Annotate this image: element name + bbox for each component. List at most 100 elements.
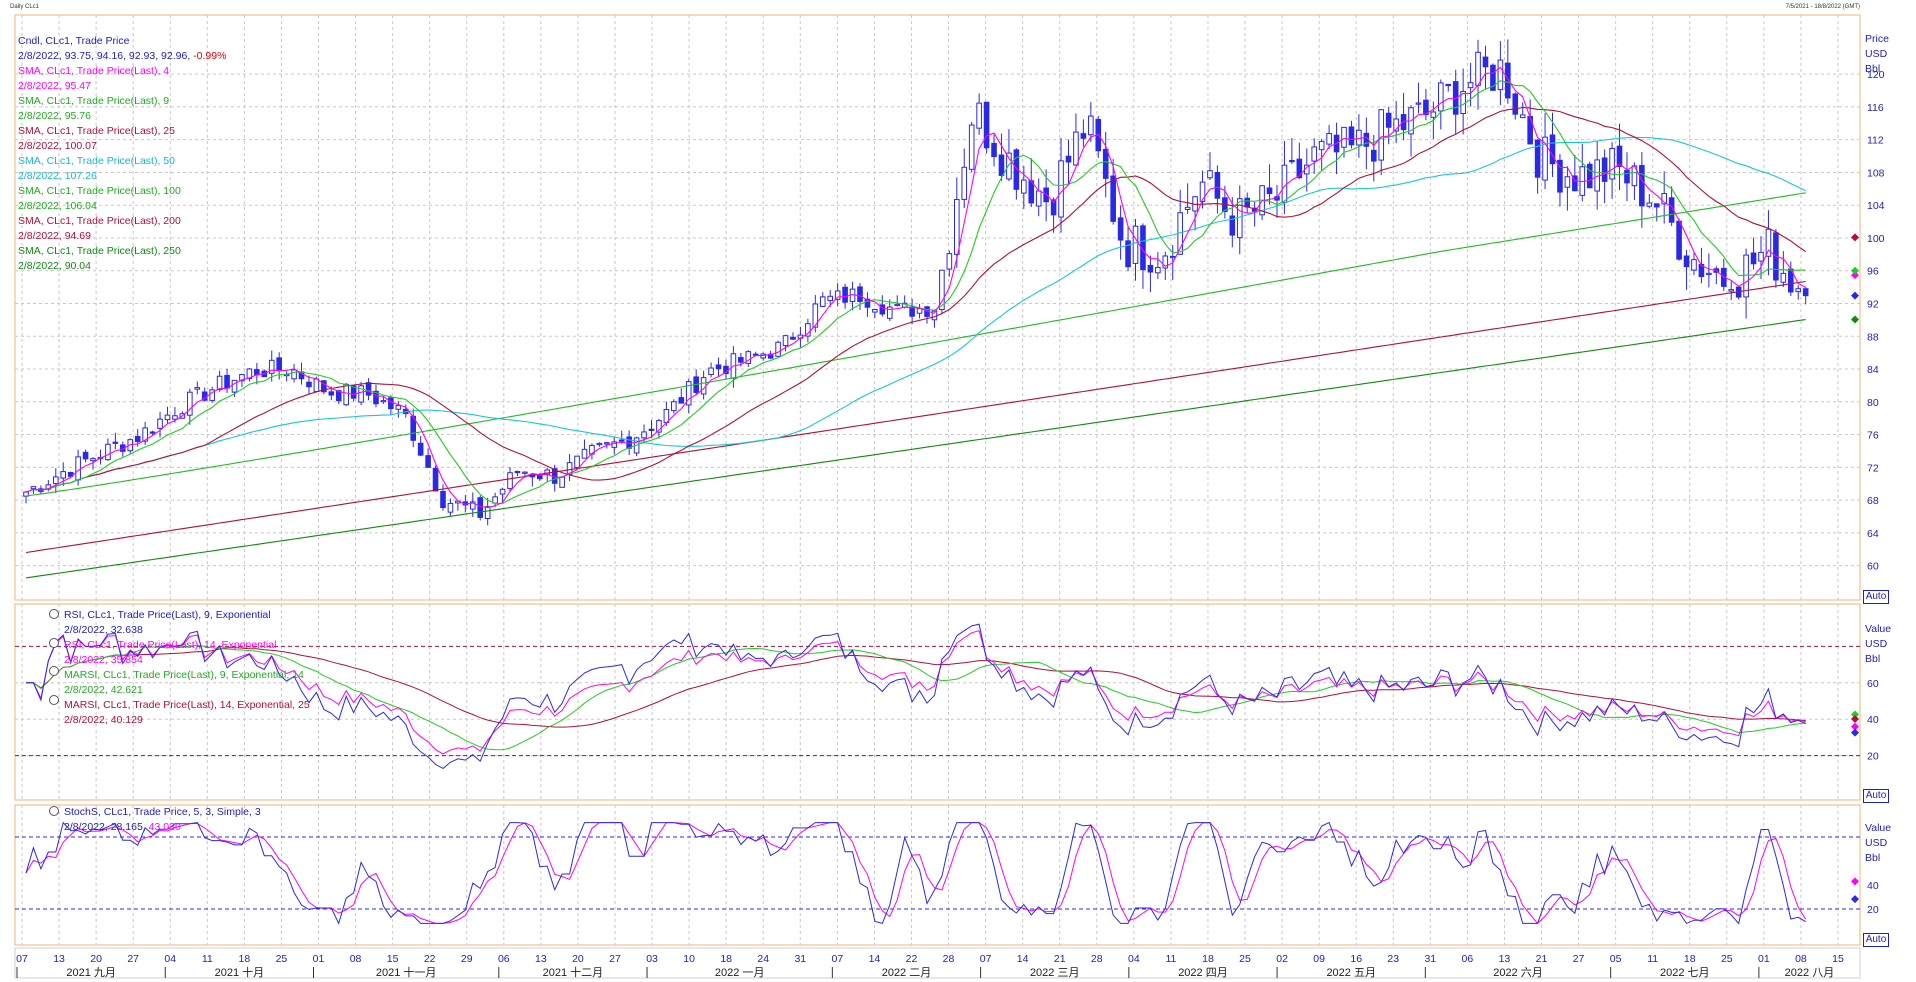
candle-body xyxy=(90,458,96,462)
sma4-line xyxy=(25,66,1806,509)
stoch-unit-value: Value xyxy=(1865,822,1892,834)
price-tick-label: 100 xyxy=(1867,233,1885,245)
price-legend-extra: -0.99% xyxy=(190,50,227,62)
rsi-legend-text: MARSI, CLc1, Trade Price(Last), 14, Expo… xyxy=(64,699,310,711)
x-day-tick: 21 xyxy=(1536,953,1548,965)
stoch-legend-line: StochS, CLc1, Trade Price, 5, 3, Simple,… xyxy=(64,805,261,820)
candle-body xyxy=(1616,145,1623,167)
price-tick-label: 72 xyxy=(1867,462,1879,474)
candle-body xyxy=(998,154,1005,176)
x-day-tick: 04 xyxy=(164,953,176,965)
price-auto-button[interactable]: Auto xyxy=(1863,590,1889,604)
rsi-auto-button[interactable]: Auto xyxy=(1863,789,1889,803)
price-legend-text: SMA, CLc1, Trade Price(Last), 250 xyxy=(18,245,181,257)
price-tick-label: 80 xyxy=(1867,397,1879,409)
price-legend-text: SMA, CLc1, Trade Price(Last), 50 xyxy=(18,155,175,167)
candle-body xyxy=(514,470,521,474)
stoch-auto-button[interactable]: Auto xyxy=(1863,933,1889,947)
rsi-unit-value: Value xyxy=(1865,623,1892,635)
x-day-tick: 22 xyxy=(424,953,436,965)
x-day-tick: 18 xyxy=(1202,953,1214,965)
sma100-line xyxy=(25,192,1806,497)
price-legend-text: 2/8/2022, 106.04 xyxy=(18,200,97,212)
marsi9-line xyxy=(26,644,1806,751)
candle-body xyxy=(1624,169,1630,184)
candle-body xyxy=(1564,176,1571,188)
candle-body xyxy=(1043,187,1049,203)
rsi-legend-line: RSI, CLc1, Trade Price(Last), 14, Expone… xyxy=(64,638,310,653)
candle-body xyxy=(395,405,402,410)
x-month-label: 2021 九月 xyxy=(66,966,116,979)
candle-body xyxy=(745,351,752,364)
x-day-tick: 27 xyxy=(127,953,139,965)
price-legend-text: SMA, CLc1, Trade Price(Last), 25 xyxy=(18,125,175,137)
candle-body xyxy=(164,414,171,421)
price-tick-label: 76 xyxy=(1867,430,1879,442)
candle-body xyxy=(224,374,230,389)
price-tick-label: 68 xyxy=(1867,495,1879,507)
sma9-line xyxy=(25,80,1806,504)
candle-body xyxy=(886,306,893,319)
price-tick-label: 64 xyxy=(1867,528,1879,540)
stoch-unit-usd: USD xyxy=(1865,837,1888,849)
candle-body xyxy=(447,502,454,513)
candle-body xyxy=(805,323,811,337)
rsi-tick-label: 60 xyxy=(1867,678,1879,690)
candle-body xyxy=(239,374,245,382)
x-day-tick: 03 xyxy=(646,953,658,965)
x-day-tick: 31 xyxy=(794,953,806,965)
x-month-label: 2021 十二月 xyxy=(543,965,604,979)
x-day-tick: 11 xyxy=(1647,953,1658,965)
price-tick-label: 88 xyxy=(1867,331,1879,343)
x-day-tick: 09 xyxy=(1313,953,1325,965)
price-tick-label: 112 xyxy=(1867,135,1884,147)
candle-body xyxy=(1765,228,1772,257)
rsi-legend: RSI, CLc1, Trade Price(Last), 9, Exponen… xyxy=(64,608,310,728)
candle-body xyxy=(1646,202,1653,207)
candle-body xyxy=(1385,112,1392,128)
rsi-legend-text: RSI, CLc1, Trade Price(Last), 9, Exponen… xyxy=(64,609,271,621)
price-marker xyxy=(1851,266,1859,275)
x-day-tick: 08 xyxy=(350,953,362,965)
x-day-tick: 07 xyxy=(16,953,28,965)
candle-body xyxy=(1080,133,1087,139)
candle-body xyxy=(574,455,580,468)
candle-body xyxy=(872,309,878,313)
candle-body xyxy=(1467,82,1474,89)
candle-body xyxy=(1683,255,1690,268)
candle-body xyxy=(388,397,394,410)
stoch-marker xyxy=(1851,895,1859,904)
rsi9-line xyxy=(26,623,1806,769)
candle-body xyxy=(1244,197,1251,208)
x-day-tick: 05 xyxy=(1610,953,1622,965)
price-legend-text: SMA, CLc1, Trade Price(Last), 4 xyxy=(18,65,170,77)
price-tick-label: 84 xyxy=(1867,364,1879,376)
candle-body xyxy=(1013,149,1020,190)
candle-body xyxy=(1549,134,1556,165)
candle-body xyxy=(611,441,618,448)
candle-body xyxy=(1229,215,1236,236)
candle-body xyxy=(782,335,789,347)
candle-body xyxy=(1601,157,1608,182)
rsi-legend-text: 2/8/2022, 32.638 xyxy=(64,624,143,636)
rsi-legend-line: RSI, CLc1, Trade Price(Last), 9, Exponen… xyxy=(64,608,310,623)
candle-body xyxy=(328,391,335,396)
date-range: 7/5/2021 - 18/8/2022 (GMT) xyxy=(1785,4,1860,10)
candle-body xyxy=(60,471,67,479)
candle-body xyxy=(268,359,275,374)
candle-body xyxy=(834,290,841,300)
panel-frame xyxy=(14,804,1861,946)
legend-toggle-icon xyxy=(49,806,59,816)
candle-body xyxy=(1110,175,1116,222)
candle-body xyxy=(1236,198,1243,239)
price-legend-line: SMA, CLc1, Trade Price(Last), 250 xyxy=(18,244,226,259)
rsi-legend-line: 2/8/2022, 40.129 xyxy=(64,713,310,728)
candle-body xyxy=(879,304,886,315)
candle-body xyxy=(618,439,625,442)
candle-body xyxy=(953,199,960,255)
legend-toggle-icon xyxy=(49,638,59,648)
x-day-tick: 14 xyxy=(1017,953,1029,965)
candle-body xyxy=(715,364,722,370)
x-month-label: 2022 七月 xyxy=(1660,966,1710,979)
